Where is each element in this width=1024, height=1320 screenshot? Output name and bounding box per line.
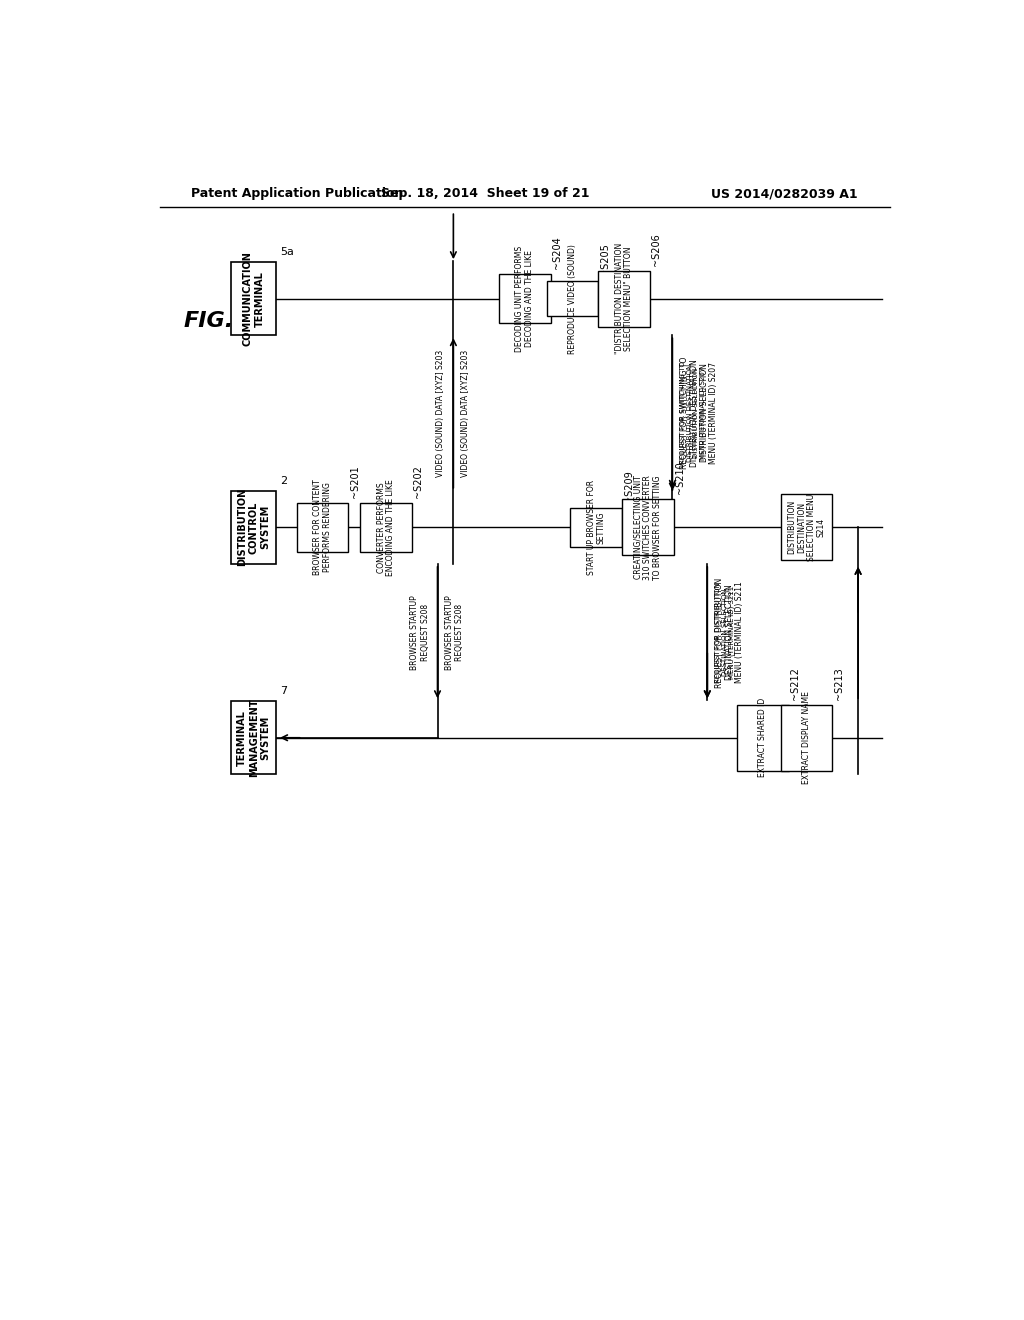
Text: BROWSER STARTUP
REQUEST S208: BROWSER STARTUP REQUEST S208: [445, 595, 464, 671]
Text: CREATING/SELECTING UNIT
310 SWITCHES CONVERTER
TO BROWSER FOR SETTING: CREATING/SELECTING UNIT 310 SWITCHES CON…: [634, 475, 662, 579]
Text: ~S201: ~S201: [350, 465, 359, 498]
Text: US 2014/0282039 A1: US 2014/0282039 A1: [712, 187, 858, 201]
Text: COMMUNICATION
TERMINAL: COMMUNICATION TERMINAL: [243, 251, 264, 346]
Text: 2: 2: [281, 475, 288, 486]
Text: DISTRIBUTION
DESTINATION
SELECTION MENU
S214: DISTRIBUTION DESTINATION SELECTION MENU …: [787, 494, 825, 561]
Bar: [231, 491, 276, 564]
Bar: [231, 263, 276, 335]
Text: BROWSER STARTUP
REQUEST S208: BROWSER STARTUP REQUEST S208: [411, 595, 430, 671]
Text: BROWSER FOR CONTENT
PERFORMS RENDERING: BROWSER FOR CONTENT PERFORMS RENDERING: [313, 479, 332, 576]
Text: 5a: 5a: [281, 247, 294, 257]
Bar: [780, 705, 833, 771]
Text: REQUEST FOR SWITCHING TO
DISTRIBUTION DESTINATION
DISTRIBUTION SELECTION
MENU (T: REQUEST FOR SWITCHING TO DISTRIBUTION DE…: [680, 356, 719, 469]
Text: VIDEO (SOUND) DATA [XYZ] S203: VIDEO (SOUND) DATA [XYZ] S203: [461, 350, 470, 477]
Text: ~S205: ~S205: [600, 243, 610, 276]
Text: ~S206: ~S206: [651, 232, 662, 265]
Text: TERMINAL
MANAGEMENT
SYSTEM: TERMINAL MANAGEMENT SYSTEM: [238, 698, 270, 777]
Text: FIG.22: FIG.22: [183, 312, 265, 331]
Text: DISTRIBUTION
CONTROL
SYSTEM: DISTRIBUTION CONTROL SYSTEM: [238, 488, 270, 566]
Bar: [547, 281, 598, 317]
Bar: [737, 705, 788, 771]
Text: REQUEST FOR DISTRIBUTION
DESTINATION SELECTION
MENU (TERMINAL ID) S211: REQUEST FOR DISTRIBUTION DESTINATION SEL…: [715, 582, 735, 682]
Text: EXTRACT DISPLAY NAME: EXTRACT DISPLAY NAME: [802, 692, 811, 784]
Text: EXTRACT SHARED ID: EXTRACT SHARED ID: [759, 698, 767, 777]
Text: REQUEST FOR SWITCHING TO
DISTRIBUTION DESTINATION
DISTRIBUTION SELECTION
MENU (T: REQUEST FOR SWITCHING TO DISTRIBUTION DE…: [680, 362, 707, 465]
Text: DECODING UNIT PERFORMS
DECODING AND THE LIKE: DECODING UNIT PERFORMS DECODING AND THE …: [515, 246, 535, 351]
Text: Patent Application Publication: Patent Application Publication: [191, 187, 403, 201]
Text: ~S204: ~S204: [552, 236, 562, 269]
Bar: [598, 271, 650, 326]
Text: 7: 7: [281, 686, 288, 696]
Bar: [622, 499, 674, 556]
Bar: [780, 494, 833, 561]
Text: REPRODUCE VIDEO (SOUND): REPRODUCE VIDEO (SOUND): [568, 244, 577, 354]
Text: ~S212: ~S212: [791, 667, 801, 700]
Text: REQUEST FOR DISTRIBUTION
DESTINATION SELECTION
MENU (TERMINAL ID) S211: REQUEST FOR DISTRIBUTION DESTINATION SEL…: [715, 577, 743, 688]
Text: ~S202: ~S202: [414, 465, 423, 498]
Text: ~S210: ~S210: [675, 462, 685, 494]
Text: START UP BROWSER FOR
SETTING: START UP BROWSER FOR SETTING: [587, 479, 605, 576]
Text: "DISTRIBUTION DESTINATION
SELECTION MENU" BUTTON: "DISTRIBUTION DESTINATION SELECTION MENU…: [614, 243, 634, 354]
Bar: [499, 275, 551, 323]
Text: VIDEO (SOUND) DATA [XYZ] S203: VIDEO (SOUND) DATA [XYZ] S203: [436, 350, 445, 477]
Text: CONVERTER PERFORMS
ENCODING AND THE LIKE: CONVERTER PERFORMS ENCODING AND THE LIKE: [377, 479, 395, 576]
Bar: [360, 503, 412, 552]
Text: ~S209: ~S209: [624, 470, 634, 503]
Text: ~S213: ~S213: [834, 667, 844, 700]
Text: Sep. 18, 2014  Sheet 19 of 21: Sep. 18, 2014 Sheet 19 of 21: [381, 187, 590, 201]
Bar: [297, 503, 348, 552]
Bar: [231, 701, 276, 775]
Bar: [570, 508, 622, 546]
